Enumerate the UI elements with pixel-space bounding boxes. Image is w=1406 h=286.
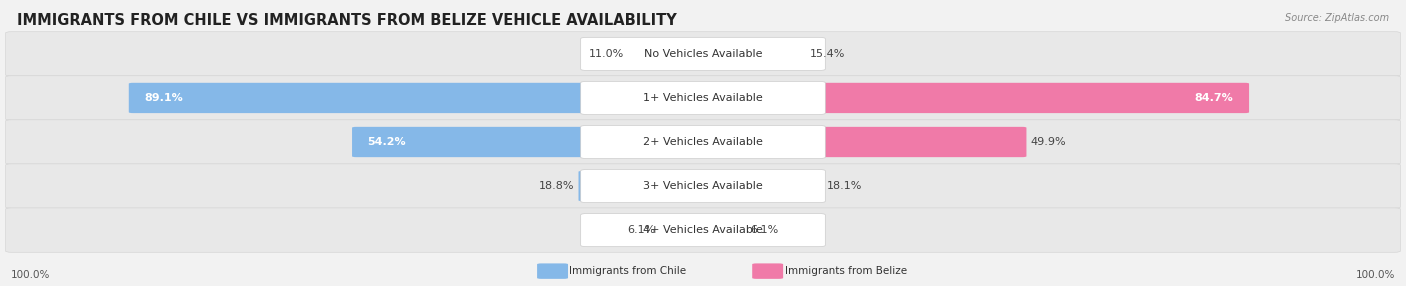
Text: 4+ Vehicles Available: 4+ Vehicles Available bbox=[643, 225, 763, 235]
FancyBboxPatch shape bbox=[6, 76, 1400, 120]
FancyBboxPatch shape bbox=[129, 83, 598, 113]
FancyBboxPatch shape bbox=[6, 120, 1400, 164]
Text: IMMIGRANTS FROM CHILE VS IMMIGRANTS FROM BELIZE VEHICLE AVAILABILITY: IMMIGRANTS FROM CHILE VS IMMIGRANTS FROM… bbox=[17, 13, 676, 28]
Text: 18.8%: 18.8% bbox=[538, 181, 574, 191]
Text: 18.1%: 18.1% bbox=[827, 181, 863, 191]
Text: Immigrants from Chile: Immigrants from Chile bbox=[569, 266, 686, 276]
FancyBboxPatch shape bbox=[581, 214, 825, 247]
FancyBboxPatch shape bbox=[581, 126, 825, 158]
FancyBboxPatch shape bbox=[537, 263, 568, 279]
FancyBboxPatch shape bbox=[6, 32, 1400, 76]
FancyBboxPatch shape bbox=[578, 171, 598, 201]
Text: 100.0%: 100.0% bbox=[11, 270, 51, 280]
Text: 15.4%: 15.4% bbox=[810, 49, 845, 59]
Text: 89.1%: 89.1% bbox=[145, 93, 183, 103]
Text: 54.2%: 54.2% bbox=[367, 137, 406, 147]
FancyBboxPatch shape bbox=[352, 127, 598, 157]
FancyBboxPatch shape bbox=[581, 82, 825, 114]
Text: 1+ Vehicles Available: 1+ Vehicles Available bbox=[643, 93, 763, 103]
Text: 100.0%: 100.0% bbox=[1355, 270, 1395, 280]
Text: 6.1%: 6.1% bbox=[751, 225, 779, 235]
Text: 84.7%: 84.7% bbox=[1195, 93, 1233, 103]
FancyBboxPatch shape bbox=[593, 215, 664, 245]
FancyBboxPatch shape bbox=[742, 215, 813, 245]
FancyBboxPatch shape bbox=[581, 37, 825, 70]
Text: 11.0%: 11.0% bbox=[589, 49, 624, 59]
FancyBboxPatch shape bbox=[808, 83, 1249, 113]
Text: 6.1%: 6.1% bbox=[627, 225, 655, 235]
FancyBboxPatch shape bbox=[808, 171, 823, 201]
Text: No Vehicles Available: No Vehicles Available bbox=[644, 49, 762, 59]
Text: Source: ZipAtlas.com: Source: ZipAtlas.com bbox=[1285, 13, 1389, 23]
FancyBboxPatch shape bbox=[581, 170, 825, 202]
FancyBboxPatch shape bbox=[6, 164, 1400, 208]
FancyBboxPatch shape bbox=[6, 208, 1400, 252]
FancyBboxPatch shape bbox=[752, 263, 783, 279]
Text: 49.9%: 49.9% bbox=[1031, 137, 1066, 147]
FancyBboxPatch shape bbox=[593, 39, 633, 69]
Text: 2+ Vehicles Available: 2+ Vehicles Available bbox=[643, 137, 763, 147]
FancyBboxPatch shape bbox=[808, 127, 1026, 157]
FancyBboxPatch shape bbox=[801, 39, 813, 69]
Text: 3+ Vehicles Available: 3+ Vehicles Available bbox=[643, 181, 763, 191]
Text: Immigrants from Belize: Immigrants from Belize bbox=[785, 266, 907, 276]
